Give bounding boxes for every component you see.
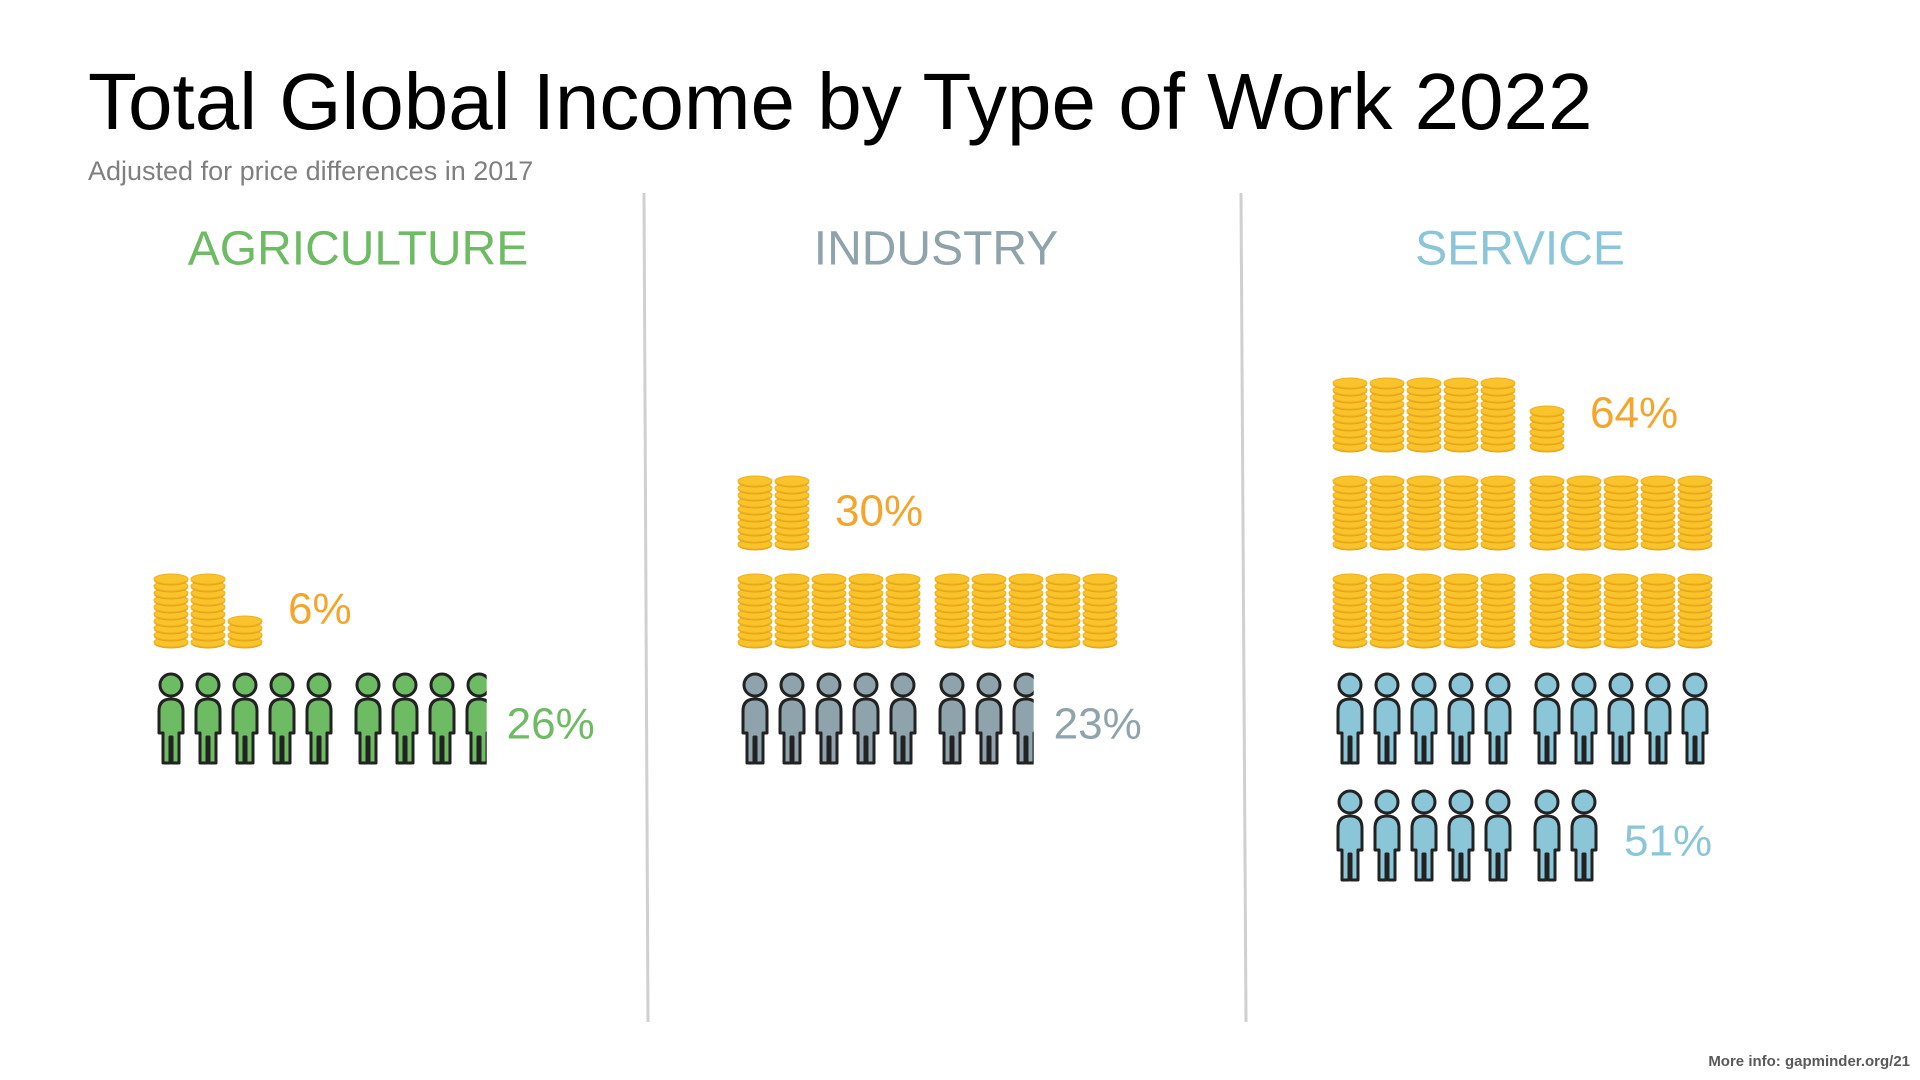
income-label: 6% bbox=[288, 585, 352, 634]
divider bbox=[642, 192, 650, 1023]
income-label: 30% bbox=[835, 487, 923, 536]
coin-stacks bbox=[737, 475, 1118, 649]
people-icons bbox=[1336, 672, 1709, 882]
chart-title: Total Global Income by Type of Work 2022 bbox=[88, 57, 1593, 146]
people-icons bbox=[157, 672, 487, 765]
workers-label: 26% bbox=[507, 700, 595, 749]
divider bbox=[1239, 192, 1248, 1023]
category-header: INDUSTRY bbox=[814, 223, 1058, 276]
category-header: SERVICE bbox=[1415, 223, 1625, 276]
workers-label: 23% bbox=[1054, 700, 1142, 749]
coin-stacks bbox=[153, 573, 263, 649]
income-label: 64% bbox=[1590, 389, 1678, 438]
people-icons bbox=[741, 672, 1034, 765]
chart-subtitle: Adjusted for price differences in 2017 bbox=[88, 156, 533, 186]
footer-note: More info: gapminder.org/21 bbox=[1708, 1053, 1910, 1070]
coin-stacks bbox=[1332, 377, 1713, 649]
workers-label: 51% bbox=[1624, 817, 1712, 866]
category-header: AGRICULTURE bbox=[188, 223, 528, 276]
